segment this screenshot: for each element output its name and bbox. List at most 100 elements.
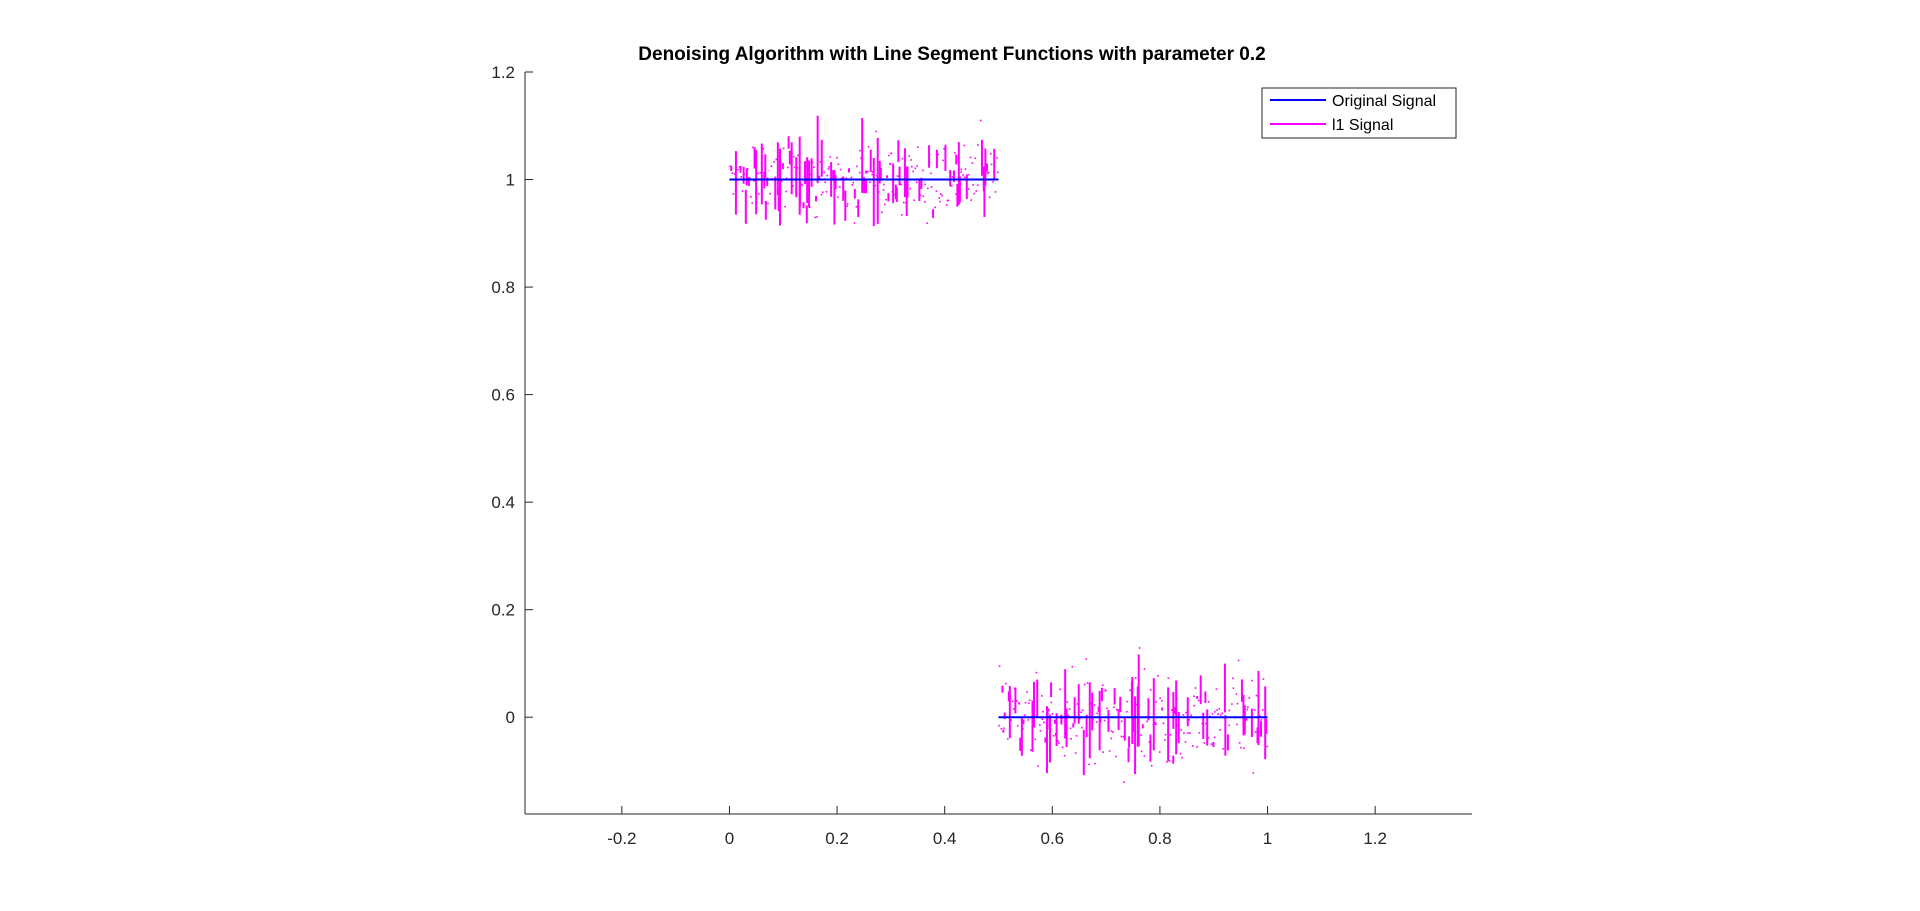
- l1-signal-point: [1101, 684, 1104, 687]
- l1-signal-point: [746, 167, 749, 170]
- l1-signal-point: [963, 144, 966, 147]
- l1-signal-point: [1155, 701, 1157, 703]
- l1-signal-point: [867, 170, 869, 173]
- l1-signal-point: [1061, 746, 1064, 749]
- l1-signal-point: [770, 165, 773, 167]
- l1-signal-point: [939, 200, 941, 203]
- l1-signal-point: [741, 190, 744, 192]
- l1-signal-point: [1113, 706, 1115, 709]
- l1-signal-point: [1070, 737, 1072, 740]
- l1-signal-point: [979, 119, 982, 122]
- l1-signal-point: [1048, 708, 1050, 711]
- l1-signal-point: [1213, 736, 1216, 739]
- l1-signal-point: [1236, 723, 1238, 726]
- l1-signal-point: [964, 168, 967, 170]
- l1-signal-point: [1052, 735, 1055, 737]
- l1-signal-point: [930, 186, 933, 188]
- l1-signal-point: [1039, 724, 1041, 726]
- l1-signal-point: [759, 171, 762, 174]
- l1-signal-point: [996, 156, 998, 159]
- l1-signal-point: [974, 157, 977, 160]
- l1-signal-point: [963, 176, 966, 179]
- l1-signal-point: [1122, 735, 1125, 738]
- l1-signal-point: [969, 156, 972, 159]
- l1-signal-point: [1140, 734, 1142, 737]
- l1-signal-point: [1051, 713, 1054, 715]
- l1-signal-point: [1231, 703, 1233, 705]
- l1-signal-point: [1140, 750, 1143, 753]
- l1-signal-point: [1093, 704, 1096, 706]
- l1-signal-point: [1159, 697, 1161, 700]
- l1-signal-point: [924, 201, 926, 203]
- l1-signal-point: [908, 155, 911, 157]
- l1-signal-point: [1043, 721, 1045, 724]
- l1-signal-point: [1214, 711, 1216, 713]
- plot-area: [729, 115, 1269, 784]
- l1-signal-point: [1039, 730, 1042, 732]
- l1-signal-point: [846, 205, 848, 207]
- l1-signal-point: [972, 184, 974, 186]
- l1-signal-point: [785, 177, 788, 180]
- l1-signal-point: [1094, 762, 1096, 765]
- l1-signal-point: [755, 197, 758, 200]
- l1-signal-point: [787, 166, 789, 169]
- l1-signal-point: [1203, 742, 1206, 744]
- l1-signal-point: [780, 180, 783, 183]
- l1-signal-point: [1034, 738, 1037, 741]
- x-tick-label: 0.8: [1148, 829, 1172, 848]
- l1-signal-point: [1215, 688, 1218, 690]
- l1-signal-point: [942, 159, 944, 162]
- l1-signal-point: [1080, 711, 1083, 714]
- y-tick-label: 0.6: [491, 386, 515, 405]
- y-tick-label: 1.2: [491, 63, 515, 82]
- l1-signal-point: [1120, 720, 1123, 723]
- l1-signal-point: [1009, 697, 1012, 699]
- l1-signal-point: [1205, 722, 1207, 725]
- l1-signal-point: [973, 192, 975, 195]
- l1-signal-point: [1125, 710, 1128, 713]
- l1-signal-point: [1005, 682, 1007, 685]
- l1-signal-point: [1108, 750, 1111, 752]
- l1-signal-point: [967, 188, 970, 190]
- l1-signal-point: [1228, 709, 1231, 712]
- legend-label-original: Original Signal: [1332, 93, 1436, 110]
- y-tick-label: 0.8: [491, 278, 515, 297]
- l1-signal-point: [767, 202, 769, 205]
- l1-signal-point: [858, 171, 861, 174]
- l1-signal-point: [977, 144, 979, 146]
- l1-signal-point: [1158, 751, 1161, 753]
- l1-signal-point: [998, 665, 1001, 668]
- l1-signal-point: [1143, 755, 1146, 757]
- l1-signal-point: [946, 199, 949, 202]
- l1-signal-point: [826, 174, 829, 177]
- l1-signal-point: [941, 194, 944, 197]
- l1-signal-point: [1194, 687, 1197, 689]
- l1-signal-point: [837, 163, 840, 166]
- l1-signal-point: [943, 148, 945, 150]
- y-tick-label: 0: [506, 708, 515, 727]
- l1-signal-point: [922, 195, 925, 197]
- l1-signal-point: [952, 176, 954, 178]
- l1-signal-point: [1211, 713, 1214, 715]
- l1-signal-point: [1166, 761, 1168, 763]
- l1-signal-point: [1181, 756, 1183, 759]
- l1-signal-point: [1238, 742, 1241, 744]
- l1-signal-point: [1248, 697, 1251, 699]
- l1-signal-point: [1095, 721, 1098, 723]
- l1-signal-point: [1207, 700, 1210, 703]
- l1-signal-point: [871, 173, 873, 176]
- l1-signal-point: [1086, 682, 1089, 684]
- l1-signal-point: [1219, 729, 1221, 731]
- l1-signal-point: [852, 181, 855, 184]
- l1-signal-point: [1063, 754, 1066, 757]
- l1-signal-point: [928, 161, 931, 164]
- l1-signal-point: [1041, 718, 1044, 720]
- l1-signal-point: [937, 153, 940, 156]
- l1-signal-point: [915, 181, 918, 183]
- l1-signal-point: [1024, 701, 1027, 704]
- l1-signal-point: [1027, 719, 1030, 721]
- l1-signal-point: [884, 203, 886, 206]
- l1-signal-point: [1018, 703, 1021, 705]
- legend-box: [1261, 87, 1457, 139]
- l1-signal-point: [821, 191, 824, 194]
